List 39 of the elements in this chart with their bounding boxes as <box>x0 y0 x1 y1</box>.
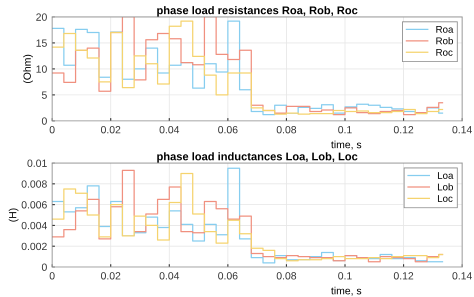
y-tick-label: 0.01 <box>27 160 47 167</box>
y-tick-label: 0 <box>42 264 47 271</box>
y-tick-label: 20 <box>36 13 47 21</box>
x-tick-label: 0.08 <box>276 126 296 134</box>
x-tick-label: 0.06 <box>218 126 238 134</box>
y-tick-label: 0 <box>42 117 47 125</box>
legend-label: Lob <box>438 183 453 190</box>
chart-title: phase load inductances Loa, Lob, Loc <box>157 152 358 163</box>
y-tick-label: 0.004 <box>22 222 47 230</box>
x-tick-label: 0.12 <box>394 126 414 134</box>
x-tick-label: 0.1 <box>338 126 352 134</box>
x-tick-label: 0.14 <box>452 272 472 280</box>
x-axis-title: time, s <box>331 140 362 150</box>
x-tick-label: 0.08 <box>276 272 296 280</box>
x-tick-label: 0 <box>50 126 55 134</box>
legend-label: Rob <box>436 37 453 44</box>
legend-label: Loa <box>438 172 454 179</box>
x-tick-label: 0.02 <box>100 126 120 134</box>
x-tick-label: 0.14 <box>452 126 472 134</box>
y-tick-label: 0.008 <box>22 180 47 188</box>
y-axis-title: (Ohm) <box>23 54 33 84</box>
y-tick-label: 0.006 <box>22 201 47 209</box>
x-tick-label: 0.06 <box>218 272 238 280</box>
y-tick-label: 10 <box>36 65 47 73</box>
x-tick-label: 0.12 <box>394 272 414 280</box>
x-tick-label: 0.04 <box>160 126 180 134</box>
y-tick-label: 5 <box>42 92 47 99</box>
x-tick-label: 0.02 <box>100 272 120 280</box>
x-tick-label: 0 <box>50 272 55 280</box>
y-axis-title: (H) <box>8 208 18 222</box>
legend-label: Loc <box>438 195 453 202</box>
chart-title: phase load resistances Roa, Rob, Roc <box>157 6 358 16</box>
y-tick-label: 15 <box>36 40 47 47</box>
x-tick-label: 0.04 <box>160 272 180 280</box>
legend-label: Roa <box>436 26 454 33</box>
x-tick-label: 0.1 <box>338 272 352 280</box>
y-tick-label: 0.002 <box>22 242 47 250</box>
legend-label: Roc <box>436 49 453 56</box>
x-axis-title: time, s <box>331 286 362 296</box>
